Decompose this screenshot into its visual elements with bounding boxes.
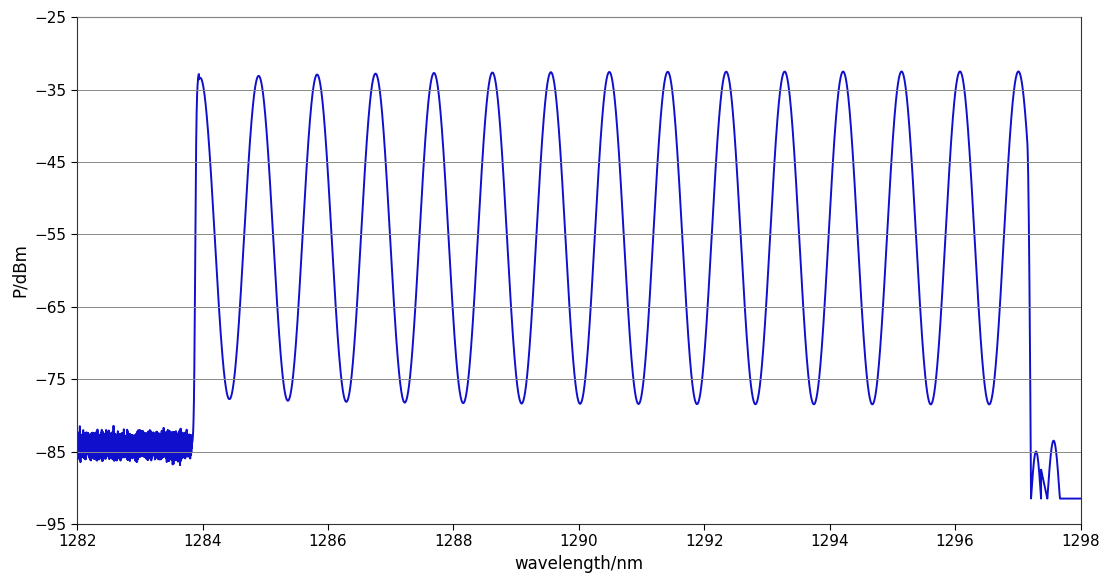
X-axis label: wavelength/nm: wavelength/nm: [514, 555, 643, 573]
Y-axis label: P/dBm: P/dBm: [11, 244, 29, 297]
